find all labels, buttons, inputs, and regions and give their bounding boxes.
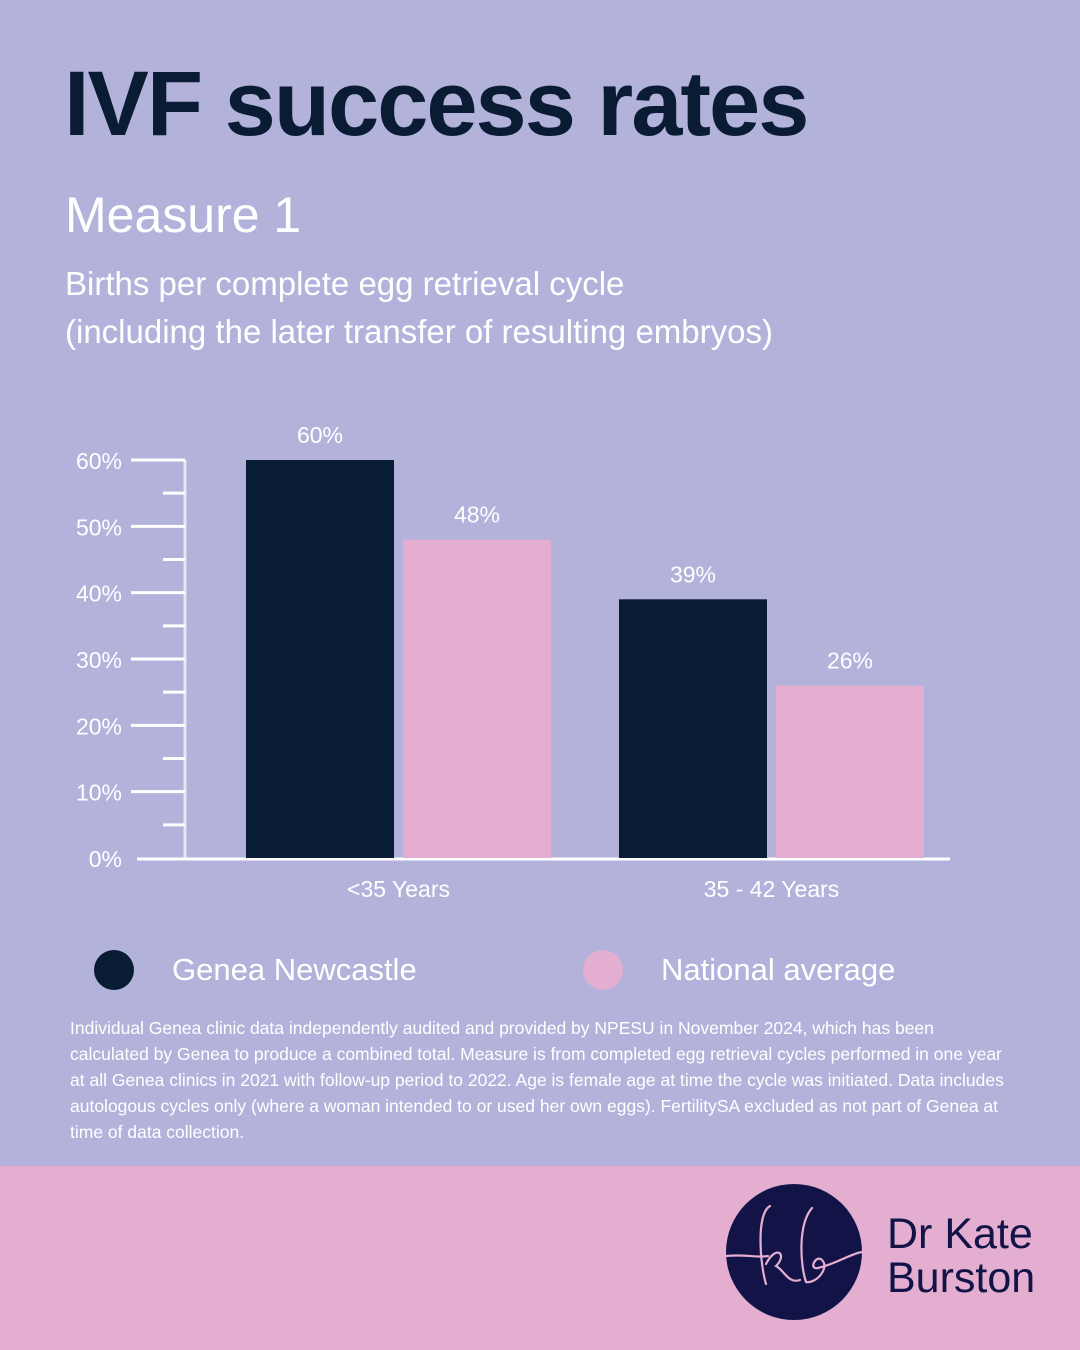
x-category-label: <35 Years [347,876,450,902]
legend-label: National average [661,952,896,987]
y-tick-label: 0% [89,846,122,872]
legend-swatch-national [583,950,623,990]
legend-item-national: National average [583,950,895,990]
bar-chart: 0% 10% 20% 30% 40% 50% 60% 60% 48% <35 Years 39% 26… [76,422,950,902]
y-tick-label: 20% [76,713,122,739]
y-tick-label: 10% [76,780,122,806]
footnote: Individual Genea clinic data independent… [70,1018,1004,1142]
y-tick-label: 30% [76,647,122,673]
subtitle-line-2: (including the later transfer of resulti… [65,313,773,350]
legend-swatch-genea [94,950,134,990]
data-label: 48% [454,502,500,528]
y-tick-label: 40% [76,581,122,607]
subtitle-line-1: Births per complete egg retrieval cycle [65,265,625,302]
brand-line-1: Dr Kate [887,1210,1033,1258]
chart-subtitle: Births per complete egg retrieval cycle … [65,260,773,356]
monogram-icon [724,1204,864,1286]
bar-national [403,539,551,858]
bar-genea [246,460,394,858]
measure-heading: Measure 1 [65,187,302,243]
bar-national [776,685,924,858]
x-category-label: 35 - 42 Years [704,876,840,902]
legend-item-genea: Genea Newcastle [94,950,417,990]
data-label: 60% [297,422,343,448]
data-label: 26% [827,648,873,674]
brand-name: Dr Kate Burston [887,1212,1035,1300]
footer-band [0,1166,1080,1350]
y-tick-label: 50% [76,514,122,540]
bar-genea [619,599,767,858]
data-label: 39% [670,561,716,587]
kb-monogram-logo [724,1184,864,1320]
brand-line-2: Burston [887,1254,1036,1302]
legend-label: Genea Newcastle [172,952,417,987]
y-tick-label: 60% [76,448,122,474]
page-title: IVF success rates [64,53,809,155]
